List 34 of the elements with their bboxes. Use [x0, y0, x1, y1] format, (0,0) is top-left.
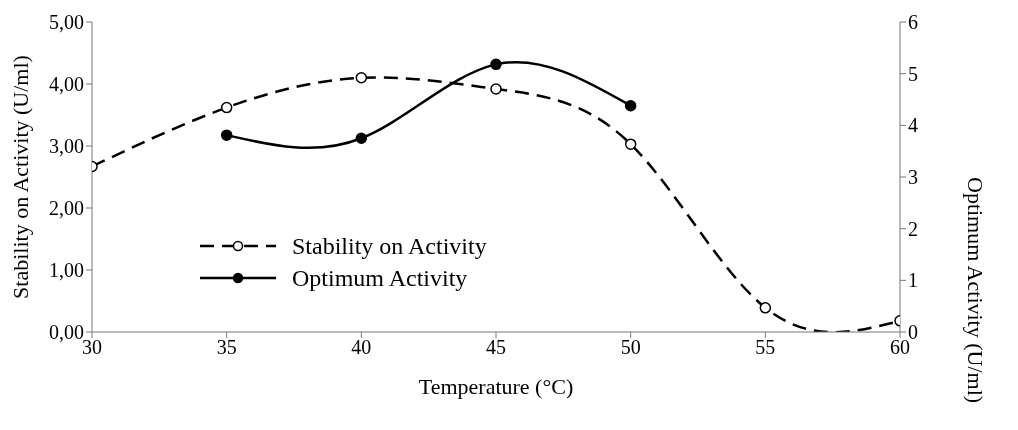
y-tick-label: 0,00 [49, 321, 84, 344]
y2-axis-title: Optimum Activity (U/ml) [963, 177, 989, 404]
y2-tick-label: 6 [908, 11, 918, 34]
point [355, 132, 368, 144]
y2-tick-label: 3 [908, 166, 918, 189]
y2-tick-label: 5 [908, 62, 918, 85]
x-tick-label: 50 [620, 336, 641, 359]
y2-tick-label: 2 [908, 217, 918, 240]
point [220, 101, 233, 114]
y-tick-label: 4,00 [49, 73, 84, 96]
x-tick-label: 45 [486, 336, 506, 359]
y-axis-title: Stability on Activity (U/ml) [7, 55, 33, 299]
y2-tick-label: 1 [908, 269, 918, 292]
y2-tick-label: 0 [908, 321, 918, 344]
y-tick-label: 3,00 [49, 135, 84, 158]
point [624, 138, 637, 150]
y-tick-label: 5,00 [49, 11, 84, 34]
x-tick-label: 55 [755, 336, 776, 359]
legend-label: Stability on Activity [292, 232, 487, 260]
point [220, 129, 233, 141]
x-tick-label: 60 [890, 336, 910, 359]
x-axis-title: Temperature (°C) [418, 374, 574, 399]
x-tick-label: 40 [351, 336, 372, 359]
y-tick-label: 2,00 [49, 197, 84, 220]
y-tick-label: 1,00 [49, 259, 84, 282]
y2-tick-label: 4 [908, 114, 918, 137]
point [490, 58, 502, 71]
point [624, 99, 637, 112]
point [355, 72, 368, 84]
x-tick-label: 30 [82, 336, 102, 359]
point [490, 83, 502, 95]
legend-label: Optimum Activity [292, 264, 468, 292]
x-tick-label: 35 [216, 336, 237, 359]
point [759, 302, 772, 314]
